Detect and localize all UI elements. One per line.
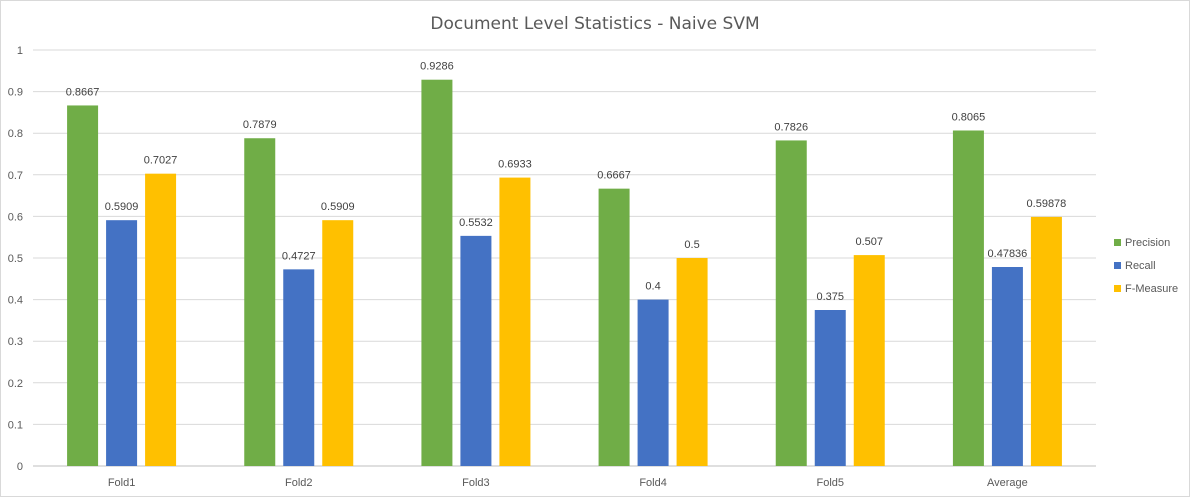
y-tick-label: 0.2 <box>8 378 23 390</box>
bar-f-measure-fold1 <box>145 173 177 466</box>
legend-swatch-recall <box>1114 262 1121 269</box>
data-label: 0.5909 <box>321 201 355 213</box>
bar-f-measure-fold4 <box>676 258 708 466</box>
data-label: 0.5 <box>684 239 699 251</box>
bar-recall-fold2 <box>283 269 315 466</box>
data-label: 0.507 <box>855 236 883 248</box>
legend-label: F-Measure <box>1125 283 1178 295</box>
data-label: 0.5532 <box>459 217 493 229</box>
x-category-label: Fold1 <box>108 477 136 489</box>
y-tick-label: 0.5 <box>8 253 23 265</box>
y-tick-label: 0.1 <box>8 419 23 431</box>
bar-f-measure-fold2 <box>322 220 354 466</box>
bar-recall-average <box>991 267 1023 466</box>
bar-precision-average <box>952 130 984 466</box>
y-tick-label: 0.7 <box>8 170 23 182</box>
data-labels: 0.8667 0.5909 0.7027 0.7879 0.4727 0.5909 0.92… <box>66 61 1067 303</box>
bar-precision-fold3 <box>421 79 453 467</box>
legend-label: Precision <box>1125 237 1170 249</box>
x-axis-categories: Fold1 Fold2 Fold3 Fold4 Fold5 Average <box>108 477 1028 489</box>
x-category-label: Fold3 <box>462 477 490 489</box>
legend-swatch-f-measure <box>1114 285 1121 292</box>
bar-precision-fold2 <box>244 138 276 467</box>
y-tick-label: 0.4 <box>8 295 23 307</box>
legend-label: Recall <box>1125 260 1156 272</box>
x-category-label: Average <box>987 477 1028 489</box>
x-category-label: Fold2 <box>285 477 313 489</box>
legend: Precision Recall F-Measure <box>1114 237 1178 295</box>
bar-precision-fold5 <box>775 140 807 466</box>
data-label: 0.4 <box>645 281 660 293</box>
y-tick-label: 0.8 <box>8 128 23 140</box>
data-label: 0.47836 <box>988 248 1028 260</box>
bar-recall-fold1 <box>106 220 138 466</box>
x-category-label: Fold5 <box>816 477 844 489</box>
y-tick-label: 1 <box>17 45 23 57</box>
y-tick-label: 0.9 <box>8 87 23 99</box>
bar-f-measure-fold3 <box>499 177 531 466</box>
bar-recall-fold3 <box>460 235 492 466</box>
y-axis-ticks: 0 0.1 0.2 0.3 0.4 0.5 0.6 0.7 0.8 0.9 1 <box>8 45 23 473</box>
data-label: 0.59878 <box>1027 198 1067 210</box>
bar-f-measure-fold5 <box>853 255 885 466</box>
legend-swatch-precision <box>1114 239 1121 246</box>
data-label: 0.4727 <box>282 250 316 262</box>
data-label: 0.7879 <box>243 119 277 131</box>
data-label: 0.5909 <box>105 201 139 213</box>
bar-f-measure-average <box>1030 216 1062 466</box>
x-category-label: Fold4 <box>639 477 667 489</box>
chart-title: Document Level Statistics - Naive SVM <box>430 14 759 34</box>
data-label: 0.8667 <box>66 86 100 98</box>
data-label: 0.8065 <box>952 111 986 123</box>
bars <box>67 79 1062 467</box>
bar-precision-fold4 <box>598 188 630 466</box>
gridlines <box>33 49 1096 467</box>
data-label: 0.6933 <box>498 159 532 171</box>
bar-precision-fold1 <box>67 105 99 467</box>
data-label: 0.9286 <box>420 61 454 73</box>
data-label: 0.7027 <box>144 155 178 167</box>
y-tick-label: 0 <box>17 461 23 473</box>
y-tick-label: 0.3 <box>8 336 23 348</box>
y-tick-label: 0.6 <box>8 211 23 223</box>
bar-recall-fold5 <box>814 310 846 466</box>
data-label: 0.375 <box>816 291 844 303</box>
data-label: 0.7826 <box>774 121 808 133</box>
bar-recall-fold4 <box>637 299 669 466</box>
data-label: 0.6667 <box>597 170 631 182</box>
